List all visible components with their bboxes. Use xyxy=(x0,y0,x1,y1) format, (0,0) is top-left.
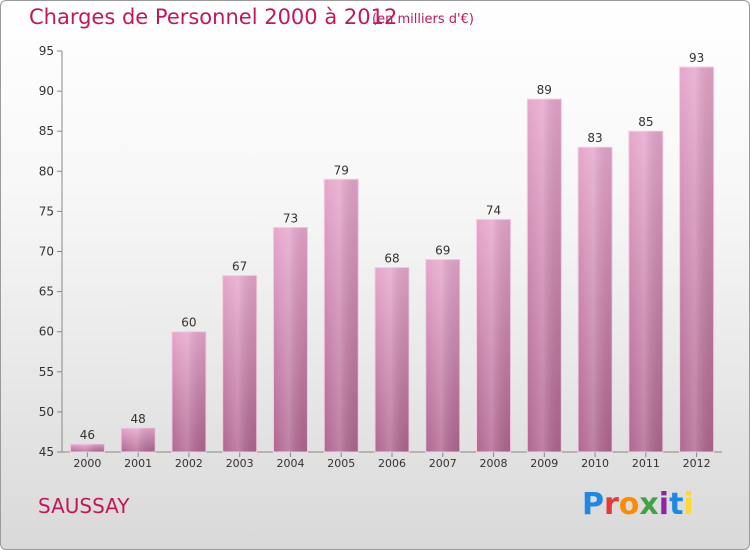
x-tick-label: 2002 xyxy=(175,457,203,470)
x-tick-label: 2009 xyxy=(530,457,558,470)
bar-sheen xyxy=(70,443,105,452)
x-tick-label: 2003 xyxy=(226,457,254,470)
data-label: 46 xyxy=(80,428,95,442)
chart-axes: 45 50 55 60 65 70 75 80 85 90 95 2000 2001 2002 2003 20… xyxy=(39,44,722,470)
logo-letter: i xyxy=(683,487,694,522)
data-label: 69 xyxy=(435,244,450,258)
x-tick-label: 2001 xyxy=(124,457,152,470)
data-label: 93 xyxy=(689,51,704,65)
y-tick-label: 65 xyxy=(39,285,54,299)
logo-letter: i xyxy=(658,487,670,522)
bar-sheen xyxy=(425,259,460,452)
logo-letter: P xyxy=(582,487,604,522)
place-name: SAUSSAY xyxy=(38,494,130,518)
x-tick-label: 2010 xyxy=(581,457,609,470)
bar-sheen xyxy=(578,147,613,453)
x-tick-label: 2011 xyxy=(632,457,660,470)
x-tick-label: 2006 xyxy=(378,457,406,470)
data-label: 74 xyxy=(486,203,501,217)
bar-sheen xyxy=(628,131,663,452)
bar-sheen xyxy=(121,427,156,452)
y-tick-label: 45 xyxy=(39,445,54,459)
data-label: 85 xyxy=(638,115,653,129)
y-tick-label: 95 xyxy=(39,44,54,58)
bar-sheen xyxy=(324,179,359,452)
data-label: 60 xyxy=(181,316,196,330)
logo-letter: r xyxy=(604,487,619,522)
x-tick-label: 2005 xyxy=(327,457,355,470)
data-label: 79 xyxy=(334,163,349,177)
logo-letter: t xyxy=(669,487,684,522)
logo-letter: x xyxy=(639,487,659,522)
data-label: 68 xyxy=(384,252,399,266)
bar-sheen xyxy=(375,267,409,452)
logo-letter: o xyxy=(618,487,640,522)
data-label: 73 xyxy=(283,211,298,225)
bar-sheen xyxy=(679,67,714,452)
y-tick-label: 85 xyxy=(39,124,54,138)
y-tick-label: 50 xyxy=(39,405,54,419)
bar-sheen xyxy=(171,331,206,452)
data-label: 48 xyxy=(131,412,146,426)
data-label: 67 xyxy=(232,260,247,274)
chart-unit-note: (en milliers d'€) xyxy=(372,12,474,27)
y-tick-label: 55 xyxy=(39,365,54,379)
y-tick-label: 75 xyxy=(39,204,54,218)
x-tick-label: 2012 xyxy=(683,457,711,470)
bar-sheen xyxy=(476,219,511,452)
proxiti-logo: Proxiti xyxy=(582,487,694,522)
y-tick-label: 80 xyxy=(39,164,54,178)
chart-bars: 46 48 60 67 73 79 68 69 74 89 83 85 93 xyxy=(69,51,715,453)
bar-sheen xyxy=(222,275,257,452)
x-tick-label: 2000 xyxy=(73,457,101,470)
bar-sheen xyxy=(273,227,308,452)
bar-sheen xyxy=(527,99,562,453)
y-tick-label: 60 xyxy=(39,325,54,339)
chart-title: Charges de Personnel 2000 à 2012 xyxy=(29,5,398,29)
y-tick-label: 70 xyxy=(39,245,54,259)
x-tick-label: 2008 xyxy=(480,457,508,470)
data-label: 83 xyxy=(587,131,602,145)
x-tick-label: 2007 xyxy=(429,457,457,470)
y-tick-label: 90 xyxy=(39,84,54,98)
data-label: 89 xyxy=(537,83,552,97)
x-tick-label: 2004 xyxy=(276,457,304,470)
